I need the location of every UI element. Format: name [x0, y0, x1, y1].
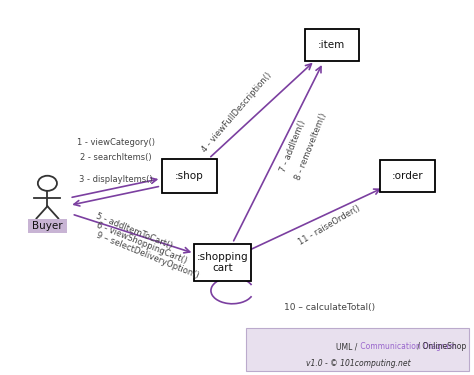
Text: 4 - viewFullDescription(): 4 - viewFullDescription() [201, 71, 273, 154]
Text: Buyer: Buyer [32, 221, 63, 231]
Text: :shopping
cart: :shopping cart [197, 252, 248, 273]
Text: :item: :item [318, 40, 346, 50]
Text: 7 - addItem(): 7 - addItem() [279, 119, 307, 174]
Text: UML /: UML / [337, 342, 358, 351]
Text: 6 - viewShoppingCart(): 6 - viewShoppingCart() [95, 220, 188, 266]
Text: 2 - searchItems(): 2 - searchItems() [80, 153, 152, 162]
Text: v1.0 - © 101computing.net: v1.0 - © 101computing.net [306, 359, 410, 368]
Text: / OnlineShop: / OnlineShop [358, 342, 466, 351]
Text: 10 – calculateTotal(): 10 – calculateTotal() [284, 303, 375, 312]
Text: Communication Diagram: Communication Diagram [358, 342, 456, 351]
Bar [380, 160, 435, 192]
Text: 1 - viewCategory(): 1 - viewCategory() [77, 138, 155, 147]
Text: 9 – selectDeliveryOption(): 9 – selectDeliveryOption() [95, 231, 200, 280]
Bar [194, 244, 251, 281]
Bar [162, 159, 217, 193]
Text: 8 - removeItem(): 8 - removeItem() [293, 111, 328, 181]
Text: 5 - addItemToCart(): 5 - addItemToCart() [95, 211, 173, 250]
Text: 11 - raiseOrder(): 11 - raiseOrder() [297, 203, 362, 247]
Bar [304, 29, 359, 61]
Text: :order: :order [392, 171, 423, 181]
Bar [246, 328, 469, 371]
Bar [28, 219, 67, 233]
Text: :shop: :shop [175, 171, 204, 181]
Text: 3 - displayItems(): 3 - displayItems() [79, 176, 153, 184]
